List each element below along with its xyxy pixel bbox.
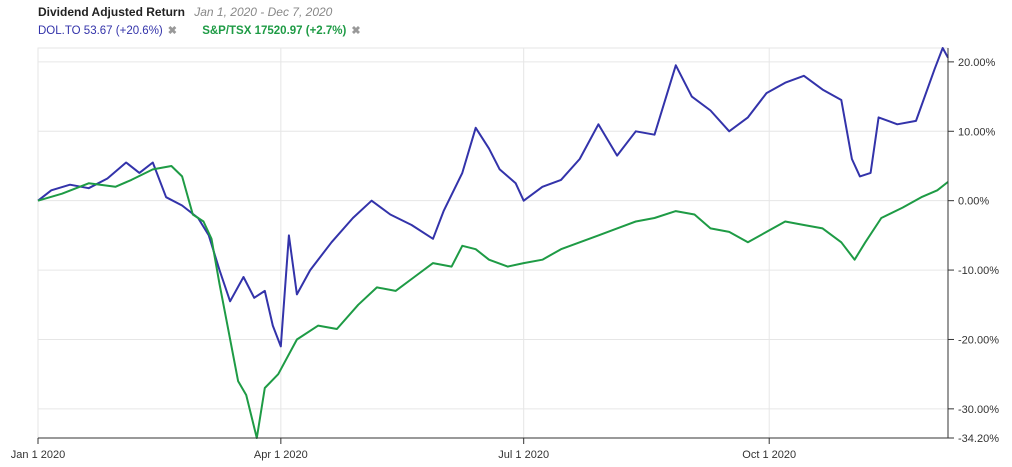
x-tick-label: Jan 1 2020 — [11, 449, 65, 461]
legend-label-tsx: S&P/TSX 17520.97 (+2.7%) — [202, 25, 347, 37]
date-range: Jan 1, 2020 - Dec 7, 2020 — [194, 5, 333, 19]
series-lines — [37, 47, 949, 439]
x-tick-label: Oct 1 2020 — [742, 449, 796, 461]
chart-title: Dividend Adjusted Return — [38, 5, 185, 19]
close-icon[interactable]: ✖ — [351, 25, 361, 37]
legend-label-dol: DOL.TO 53.67 (+20.6%) — [38, 25, 163, 37]
x-tick-label: Jul 1 2020 — [498, 449, 549, 461]
y-tick-label: 10.00% — [958, 126, 996, 138]
legend-item-dol[interactable]: DOL.TO 53.67 (+20.6%) ✖ — [38, 24, 177, 37]
axes: 20.00% 10.00% 0.00% -10.00% -20.00% -30.00% -3… — [11, 48, 999, 461]
y-tick-label: -30.00% — [958, 404, 999, 416]
y-tick-label: -34.20% — [958, 433, 999, 445]
legend: DOL.TO 53.67 (+20.6%) ✖ S&P/TSX 17520.97 … — [38, 24, 383, 37]
grid — [37, 47, 949, 439]
chart-header: Dividend Adjusted Return Jan 1, 2020 - D… — [0, 0, 1012, 48]
y-tick-label: -10.00% — [958, 265, 999, 277]
legend-item-tsx[interactable]: S&P/TSX 17520.97 (+2.7%) ✖ — [202, 24, 360, 37]
title-row: Dividend Adjusted Return Jan 1, 2020 - D… — [38, 5, 332, 19]
y-tick-label: 20.00% — [958, 57, 996, 69]
x-tick-label: Apr 1 2020 — [254, 449, 308, 461]
series-line-dol — [37, 47, 949, 348]
series-line-tsx — [37, 165, 949, 439]
y-tick-label: -20.00% — [958, 334, 999, 346]
close-icon[interactable]: ✖ — [167, 25, 177, 37]
y-tick-label: 0.00% — [958, 196, 989, 208]
plot-area — [37, 47, 949, 439]
